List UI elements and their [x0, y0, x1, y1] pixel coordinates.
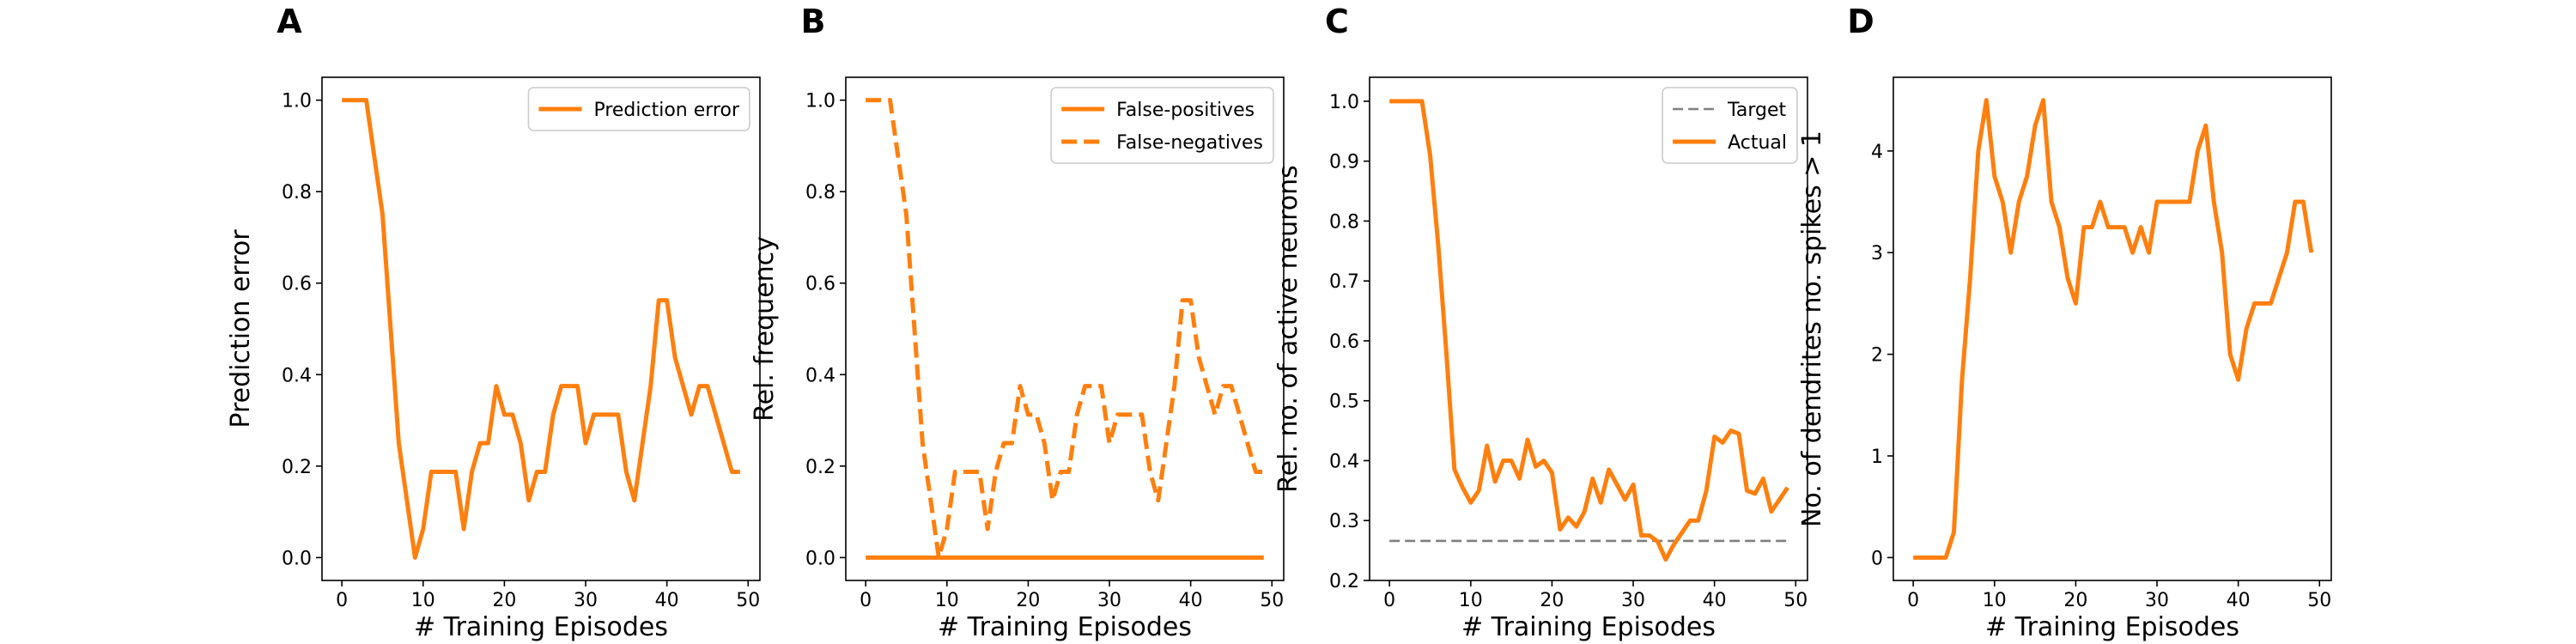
x-axis-label: # Training Episodes [1985, 612, 2239, 642]
y-tick-label: 0.3 [1329, 511, 1359, 532]
legend-frame [527, 87, 750, 131]
y-tick-label: 0.8 [1329, 211, 1359, 233]
y-tick-label: 0.7 [1329, 271, 1359, 293]
y-tick-label: 0.4 [805, 365, 835, 386]
legend: Prediction error [527, 87, 750, 131]
y-tick-label: 3 [1871, 243, 1883, 264]
y-axis-label: Prediction error [226, 229, 256, 428]
y-tick-label: 0.2 [805, 457, 835, 478]
x-tick-label: 0 [860, 590, 872, 611]
y-tick-label: 2 [1871, 345, 1883, 367]
legend-item: False-positives [1061, 100, 1255, 121]
x-tick-label: 20 [2063, 590, 2087, 611]
y-tick-label: 0.6 [1329, 331, 1359, 353]
legend-item: Target [1673, 100, 1787, 121]
legend-item: Actual [1673, 132, 1787, 154]
legend-frame [1662, 87, 1798, 164]
panel-letter: D [1847, 3, 1874, 40]
y-tick-label: 0.8 [282, 182, 312, 204]
x-tick-label: 30 [2145, 590, 2169, 611]
y-axis-label: No. of dendrites no. spikes > 1 [1797, 131, 1827, 527]
chart-panel-d: D 0 10 20 30 40 50 0 1 2 3 4 # Training Episodes No. … [1797, 3, 2332, 642]
panel-letter: A [276, 3, 302, 40]
x-tick-label: 40 [1179, 590, 1203, 611]
series-line-prediction-error [342, 98, 740, 560]
y-axis-label: Rel. no. of active neurons [1273, 165, 1303, 493]
chart-panel-c: C 0 10 20 30 40 50 0.2 0.3 0.4 0.5 0.6 0.7 0.8 0.9 1.0 #… [1273, 3, 1808, 642]
chart-panel-a: A 0 10 20 30 40 50 0.0 0.2 0.4 0.6 0.8 1.0 # Training… [226, 3, 761, 642]
plot-frame [1369, 76, 1808, 581]
panel-letter: C [1325, 3, 1349, 40]
y-tick-label: 0.9 [1329, 152, 1359, 173]
legend-frame [1050, 87, 1274, 164]
y-tick-label: 0.6 [282, 274, 312, 295]
x-tick-label: 40 [1703, 590, 1727, 611]
series-line-false-negatives [866, 98, 1264, 560]
x-tick-label: 20 [1016, 590, 1040, 611]
y-tick-label: 4 [1871, 142, 1883, 163]
x-tick-label: 50 [736, 590, 760, 611]
x-tick-label: 30 [574, 590, 598, 611]
y-tick-label: 0.6 [805, 274, 835, 295]
x-tick-label: 50 [1260, 590, 1284, 611]
y-tick-label: 0 [1871, 548, 1883, 569]
y-tick-label: 0.2 [1329, 571, 1359, 592]
y-tick-label: 1.0 [1329, 92, 1359, 113]
x-tick-label: 10 [935, 590, 959, 611]
y-tick-label: 0.0 [805, 548, 835, 569]
plot-frame [321, 76, 761, 581]
chart-panel-b: B 0 10 20 30 40 50 0.0 0.2 0.4 0.6 0.8 1.0 # Training… [750, 3, 1285, 642]
legend: Target Actual [1662, 87, 1798, 164]
legend: False-positives False-negatives [1050, 87, 1274, 164]
plot-frame [845, 76, 1285, 581]
y-tick-label: 0.2 [282, 457, 312, 478]
series-line-actual [1389, 99, 1789, 562]
x-tick-label: 0 [1383, 590, 1395, 611]
x-tick-label: 0 [1907, 590, 1919, 611]
legend-label: Prediction error [593, 100, 739, 121]
x-axis-label: # Training Episodes [938, 612, 1192, 642]
x-tick-label: 50 [2307, 590, 2331, 611]
legend-label: False-positives [1116, 100, 1255, 121]
x-tick-label: 10 [1459, 590, 1483, 611]
plot-frame [1893, 76, 2332, 581]
y-tick-label: 0.4 [1329, 451, 1359, 472]
y-tick-label: 1 [1871, 447, 1883, 468]
y-tick-label: 1.0 [282, 91, 312, 112]
x-tick-label: 40 [2227, 590, 2251, 611]
y-tick-label: 0.4 [282, 365, 312, 386]
y-tick-label: 0.5 [1329, 392, 1359, 413]
panel-letter: B [801, 3, 826, 40]
legend-label: Actual [1728, 132, 1787, 154]
legend-label: False-negatives [1116, 132, 1263, 154]
y-axis-label: Rel. frequency [750, 236, 780, 422]
x-tick-label: 0 [336, 590, 348, 611]
x-tick-label: 20 [492, 590, 516, 611]
x-tick-label: 30 [1097, 590, 1121, 611]
x-tick-label: 20 [1540, 590, 1564, 611]
y-tick-label: 0.8 [805, 182, 835, 204]
x-axis-label: # Training Episodes [1461, 612, 1716, 642]
x-tick-label: 40 [655, 590, 679, 611]
series-line-data [1913, 98, 2314, 560]
y-tick-label: 0.0 [282, 548, 312, 569]
legend-item: Prediction error [538, 100, 740, 121]
x-tick-label: 50 [1783, 590, 1807, 611]
x-tick-label: 10 [1983, 590, 2007, 611]
x-tick-label: 10 [411, 590, 435, 611]
legend-label: Target [1727, 100, 1786, 121]
legend-item: False-negatives [1061, 132, 1263, 154]
x-tick-label: 30 [1621, 590, 1645, 611]
y-tick-label: 1.0 [805, 91, 835, 112]
x-axis-label: # Training Episodes [414, 612, 668, 642]
